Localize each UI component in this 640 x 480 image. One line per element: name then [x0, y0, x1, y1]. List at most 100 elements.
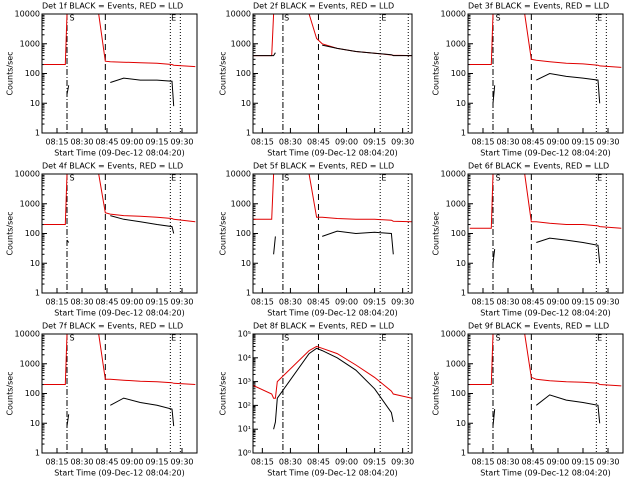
x-axis-label: Start Time (09-Dec-12 08:04:20) — [480, 469, 611, 478]
y-tick-label: 10000 — [226, 10, 251, 19]
x-tick-label: 08:30 — [70, 298, 93, 307]
y-axis-label: Counts/sec — [432, 371, 441, 415]
series-line — [66, 215, 175, 243]
y-tick-label: 1000 — [446, 39, 466, 48]
plot-frame — [252, 13, 413, 134]
annotation: E — [381, 334, 386, 343]
x-tick-label: 08:45 — [521, 138, 544, 147]
x-tick-label: 08:45 — [521, 458, 544, 467]
panel: Det 8f BLACK = Events, RED = LLD Start Ti… — [219, 322, 415, 478]
x-tick-label: 09:15 — [145, 138, 168, 147]
x-tick-label: 08:30 — [279, 298, 302, 307]
y-tick-label: 10 — [30, 99, 40, 108]
y-tick-label: 100 — [451, 69, 466, 78]
annotation: S — [495, 174, 500, 183]
y-tick-label: 100 — [451, 229, 466, 238]
x-tick-label: 08:15 — [251, 138, 274, 147]
y-tick-label: 1 — [461, 129, 466, 138]
y-tick-label: 1000 — [20, 359, 40, 368]
series-line — [253, 174, 412, 223]
annotation: E — [597, 14, 602, 23]
series-line — [43, 14, 196, 68]
y-tick-label: 100 — [236, 229, 251, 238]
annotation: S — [69, 174, 74, 183]
plot-frame — [41, 173, 198, 294]
x-tick-label: 08:30 — [279, 458, 302, 467]
y-tick-label: 10000 — [441, 10, 466, 19]
x-tick-label: 08:30 — [70, 138, 93, 147]
y-tick-label: 1000 — [446, 359, 466, 368]
plot-frame — [41, 333, 198, 454]
x-tick-label: 08:15 — [251, 458, 274, 467]
series-line — [469, 174, 622, 229]
panel: Det 5f BLACK = Events, RED = LLD Start Ti… — [219, 162, 415, 318]
y-axis-label: Counts/sec — [432, 51, 441, 95]
x-tick-label: 08:15 — [471, 298, 494, 307]
y-tick-label: 10 — [30, 419, 40, 428]
x-tick-label: 09:00 — [335, 298, 358, 307]
annotation: S — [284, 334, 289, 343]
annotation: E — [381, 14, 386, 23]
annotation: S — [495, 334, 500, 343]
x-tick-label: 09:30 — [391, 458, 414, 467]
chart-title: Det 9f BLACK = Events, RED = LLD — [468, 322, 609, 331]
annotation: E — [597, 174, 602, 183]
x-axis-label: Start Time (09-Dec-12 08:04:20) — [54, 149, 185, 158]
y-tick-label: 10⁰ — [238, 449, 251, 458]
y-tick-label: 1 — [246, 129, 251, 138]
x-tick-label: 08:15 — [45, 458, 68, 467]
y-tick-label: 10⁵ — [238, 330, 251, 339]
y-tick-label: 10 — [241, 99, 251, 108]
plot-frame — [467, 13, 624, 134]
annotation: E — [597, 334, 602, 343]
x-tick-label: 09:15 — [145, 458, 168, 467]
x-tick-label: 08:30 — [279, 138, 302, 147]
y-tick-label: 1 — [35, 289, 40, 298]
panel: Det 4f BLACK = Events, RED = LLD Start Ti… — [6, 162, 198, 318]
annotation: E — [171, 334, 176, 343]
series-line — [43, 174, 196, 225]
y-tick-label: 10000 — [226, 170, 251, 179]
x-tick-label: 09:15 — [571, 298, 594, 307]
y-tick-label: 1000 — [20, 39, 40, 48]
plot-frame — [467, 333, 624, 454]
x-tick-label: 09:00 — [120, 298, 143, 307]
annotation: E — [171, 14, 176, 23]
annotation: E — [171, 174, 176, 183]
series-line — [492, 72, 601, 104]
panel: Det 7f BLACK = Events, RED = LLD Start Ti… — [6, 322, 198, 478]
x-tick-label: 08:30 — [496, 458, 519, 467]
series-line — [469, 334, 622, 387]
y-tick-label: 10000 — [441, 330, 466, 339]
series-line — [273, 230, 394, 255]
y-axis-label: Counts/sec — [219, 51, 228, 95]
panel: Det 6f BLACK = Events, RED = LLD Start Ti… — [432, 162, 624, 318]
x-tick-label: 08:45 — [307, 298, 330, 307]
series-line — [66, 77, 175, 107]
y-tick-label: 1 — [461, 289, 466, 298]
chart-title: Det 8f BLACK = Events, RED = LLD — [253, 322, 394, 331]
y-tick-label: 1 — [35, 129, 40, 138]
panel: Det 2f BLACK = Events, RED = LLD Start Ti… — [219, 2, 415, 158]
x-tick-label: 09:30 — [170, 298, 193, 307]
series-line — [492, 237, 601, 264]
y-tick-label: 10¹ — [238, 425, 251, 434]
y-tick-label: 1000 — [231, 39, 251, 48]
x-tick-label: 09:00 — [335, 138, 358, 147]
plot-frame — [467, 173, 624, 294]
annotation: S — [495, 14, 500, 23]
x-axis-label: Start Time (09-Dec-12 08:04:20) — [54, 469, 185, 478]
x-tick-label: 08:45 — [95, 298, 118, 307]
x-tick-label: 09:15 — [571, 458, 594, 467]
y-tick-label: 100 — [236, 69, 251, 78]
x-tick-label: 08:30 — [496, 298, 519, 307]
x-axis-label: Start Time (09-Dec-12 08:04:20) — [480, 149, 611, 158]
x-axis-label: Start Time (09-Dec-12 08:04:20) — [267, 309, 398, 318]
chart-title: Det 6f BLACK = Events, RED = LLD — [468, 162, 609, 171]
x-tick-label: 09:00 — [335, 458, 358, 467]
x-tick-label: 08:15 — [251, 298, 274, 307]
x-tick-label: 08:15 — [471, 138, 494, 147]
y-tick-label: 1 — [246, 289, 251, 298]
x-tick-label: 08:45 — [95, 138, 118, 147]
